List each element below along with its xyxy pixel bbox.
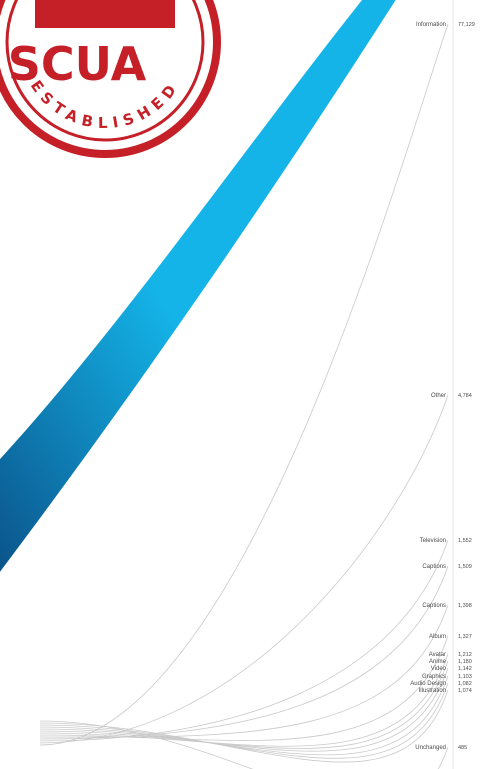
stamp-seal: ESTABLISHED SCUA — [0, 0, 221, 158]
stamp-banner — [35, 0, 175, 28]
node-label: Unchanged — [415, 745, 446, 751]
node-label: Information — [416, 22, 446, 28]
flow-link — [39, 653, 449, 747]
flow-link — [39, 660, 449, 749]
node-label: Audio Design — [410, 681, 446, 687]
node-value: 1,103 — [458, 674, 472, 680]
flow-link — [39, 675, 449, 756]
flow-link — [39, 539, 449, 742]
stamp-outer-ring — [0, 0, 221, 158]
node-value: 1,509 — [458, 564, 472, 570]
flow-link — [39, 394, 449, 744]
flow-link — [39, 720, 449, 769]
node-label: Captions — [422, 564, 446, 570]
node-label: Video — [431, 666, 447, 672]
node-value: 77,129 — [458, 22, 475, 28]
node-label: Graphics — [422, 674, 446, 680]
node-label: Television — [420, 538, 446, 544]
flow-link — [39, 689, 449, 763]
stamp-inner-ring — [5, 0, 205, 142]
node-label: Captions — [422, 603, 446, 609]
node-label: Illustration — [419, 688, 446, 694]
node-label: Other — [431, 393, 446, 399]
node-label: Anime — [429, 659, 447, 665]
node-value: 1,074 — [458, 688, 472, 694]
node-value: 1,327 — [458, 634, 472, 640]
node-labels: Information 77,129 Other 4,784 Television 1,5… — [410, 22, 475, 751]
flow-link — [39, 682, 449, 759]
node-value: 1,552 — [458, 538, 472, 544]
node-value: 1,082 — [458, 681, 472, 687]
node-value: 1,398 — [458, 603, 472, 609]
node-value: 485 — [458, 745, 467, 751]
flow-link — [39, 565, 449, 740]
node-label: Avatar — [429, 652, 446, 658]
stamp-main-text: SCUA — [8, 37, 147, 91]
main-flow-band — [0, 0, 396, 572]
node-value: 4,784 — [458, 393, 472, 399]
flow-link — [39, 23, 449, 746]
node-value: 1,180 — [458, 659, 472, 665]
node-value: 1,142 — [458, 666, 472, 672]
node-value: 1,212 — [458, 652, 472, 658]
flow-links — [39, 23, 449, 769]
flow-link — [39, 635, 449, 741]
flow-link — [39, 667, 449, 752]
flow-link — [39, 604, 449, 738]
node-label: Album — [429, 634, 446, 640]
